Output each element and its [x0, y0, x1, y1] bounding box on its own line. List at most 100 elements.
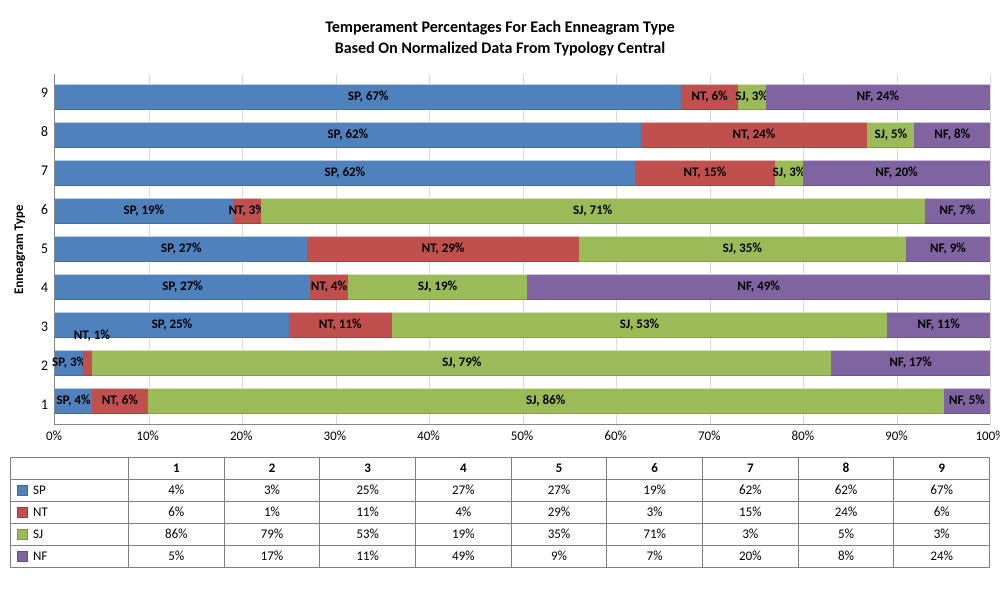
legend-swatch [17, 551, 28, 562]
bar-segment-NF: NF, 17% [831, 350, 990, 376]
bar-segment-NF: NF, 11% [887, 312, 990, 338]
bar-segment-SJ: SJ, 53% [392, 312, 888, 338]
table-col-header: 3 [320, 457, 416, 479]
table-cell: 6% [128, 501, 224, 523]
x-tick: 100% [975, 429, 1000, 444]
bar-segment-SJ: SJ, 5% [867, 122, 914, 148]
bar-segment-SJ: SJ, 79% [92, 350, 831, 376]
table-corner [11, 457, 129, 479]
bar-segment-NF: NF, 20% [803, 160, 990, 186]
legend-cell-NF: NF [11, 545, 129, 567]
table-cell: 6% [894, 501, 990, 523]
table-cell: 24% [798, 501, 894, 523]
bar-segment-label: NF, 11% [917, 317, 959, 332]
table-col-header: 6 [607, 457, 703, 479]
bar-row-1: SP, 4%NT, 6%SJ, 86%NF, 5% [55, 382, 990, 420]
bar-segment-SJ: SJ, 35% [579, 236, 906, 262]
bar-segment-label: SP, 27% [161, 241, 202, 256]
bar-segment-label: SJ, 3% [735, 89, 768, 104]
table-cell: 3% [894, 523, 990, 545]
bar-segment-label: SJ, 86% [526, 393, 565, 408]
table-col-header: 8 [798, 457, 894, 479]
legend-cell-SJ: SJ [11, 523, 129, 545]
table-cell: 86% [128, 523, 224, 545]
table-cell: 17% [224, 545, 320, 567]
bar-row-2: SP, 3%SJ, 79%NF, 17%NT, 1% [55, 344, 990, 382]
table-cell: 67% [894, 479, 990, 501]
bar-segment-label: NT, 11% [319, 317, 362, 332]
table-cell: 4% [128, 479, 224, 501]
table-cell: 3% [702, 523, 798, 545]
legend-label: NT [33, 505, 48, 520]
x-axis: 0%10%20%30%40%50%60%70%80%90%100% [54, 425, 990, 449]
table-col-header: 5 [511, 457, 607, 479]
table-cell: 25% [320, 479, 416, 501]
plot-area: Enneagram Type 987654321 SP, 67%NT, 6%SJ… [10, 74, 990, 425]
table-cell: 27% [511, 479, 607, 501]
bar-segment-label: SJ, 3% [773, 165, 806, 180]
bar-segment-label: SP, 19% [124, 203, 165, 218]
table-cell: 5% [128, 545, 224, 567]
bar-segment-NF: NF, 8% [914, 122, 990, 148]
bar-segment-NF: NF, 9% [906, 236, 990, 262]
bar-segment-label: NF, 7% [939, 203, 975, 218]
bar-row-4: SP, 27%NT, 4%SJ, 19%NF, 49% [55, 268, 990, 306]
bar-row-5: SP, 27% NT, 29%SJ, 35% NF, 9% [55, 230, 990, 268]
bar-segment-label: NT, 6% [691, 89, 727, 104]
bar-row-3: SP, 25%NT, 11%SJ, 53%NF, 11% [55, 306, 990, 344]
y-tick: 5 [30, 230, 54, 268]
table-cell: 9% [511, 545, 607, 567]
bar-segment-NF: NF, 49% [527, 274, 990, 300]
table-cell: 62% [798, 479, 894, 501]
table-cell: 3% [224, 479, 320, 501]
x-tick: 10% [136, 429, 158, 444]
y-tick: 2 [30, 347, 54, 385]
bar-row-7: SP, 62%NT, 15%SJ, 3%NF, 20% [55, 154, 990, 192]
table-cell: 71% [607, 523, 703, 545]
table-cell: 4% [415, 501, 511, 523]
grid-line [990, 74, 991, 424]
x-tick: 0% [46, 429, 62, 444]
y-axis-label: Enneagram Type [10, 74, 30, 425]
table-cell: 29% [511, 501, 607, 523]
y-axis-ticks: 987654321 [30, 74, 54, 425]
table-cell: 8% [798, 545, 894, 567]
table-cell: 7% [607, 545, 703, 567]
y-tick: 8 [30, 113, 54, 151]
y-tick: 9 [30, 74, 54, 112]
x-tick: 70% [698, 429, 720, 444]
bar-segment-label: NT, 24% [733, 127, 776, 142]
bar-segment-NT: NT, 24% [641, 122, 868, 148]
x-tick: 90% [885, 429, 907, 444]
bar-segment-NF: NF, 7% [925, 198, 990, 224]
bar-segment-label: NF, 5% [949, 393, 985, 408]
legend-label: SJ [33, 527, 43, 542]
bar-segment-SP: SP, 62% [55, 122, 641, 148]
bar-segment-SP: SP, 3% [55, 350, 83, 376]
bars-area: SP, 67%NT, 6%SJ, 3%NF, 24%SP, 62%NT, 24%… [54, 74, 990, 425]
legend-swatch [17, 485, 28, 496]
bar-segment-NT: NT, 3% [233, 198, 261, 224]
table-col-header: 1 [128, 457, 224, 479]
bar-row-9: SP, 67%NT, 6%SJ, 3%NF, 24% [55, 78, 990, 116]
bar-segment-SJ: SJ, 86% [148, 388, 944, 414]
bar-segment-NT: NT, 29% [307, 236, 578, 262]
table-cell: 19% [607, 479, 703, 501]
bar-segment-SJ: SJ, 71% [261, 198, 925, 224]
bar-segment-label: SP, 27% [162, 279, 203, 294]
x-tick: 80% [792, 429, 814, 444]
bar-segment-label: NF, 20% [875, 165, 917, 180]
bar-segment-label: NT, 6% [102, 393, 138, 408]
chart-title: Temperament Percentages For Each Enneagr… [10, 18, 990, 60]
legend-swatch [17, 507, 28, 518]
bar-segment-label: SP, 62% [325, 165, 366, 180]
y-tick: 6 [30, 191, 54, 229]
chart-container: Temperament Percentages For Each Enneagr… [10, 18, 990, 568]
table-cell: 24% [894, 545, 990, 567]
table-col-header: 9 [894, 457, 990, 479]
bar-segment-label: NT, 4% [311, 279, 347, 294]
legend-swatch [17, 529, 28, 540]
table-cell: 3% [607, 501, 703, 523]
bar-segment-SJ: SJ, 3% [775, 160, 803, 186]
bar-segment-label: NF, 9% [930, 241, 966, 256]
